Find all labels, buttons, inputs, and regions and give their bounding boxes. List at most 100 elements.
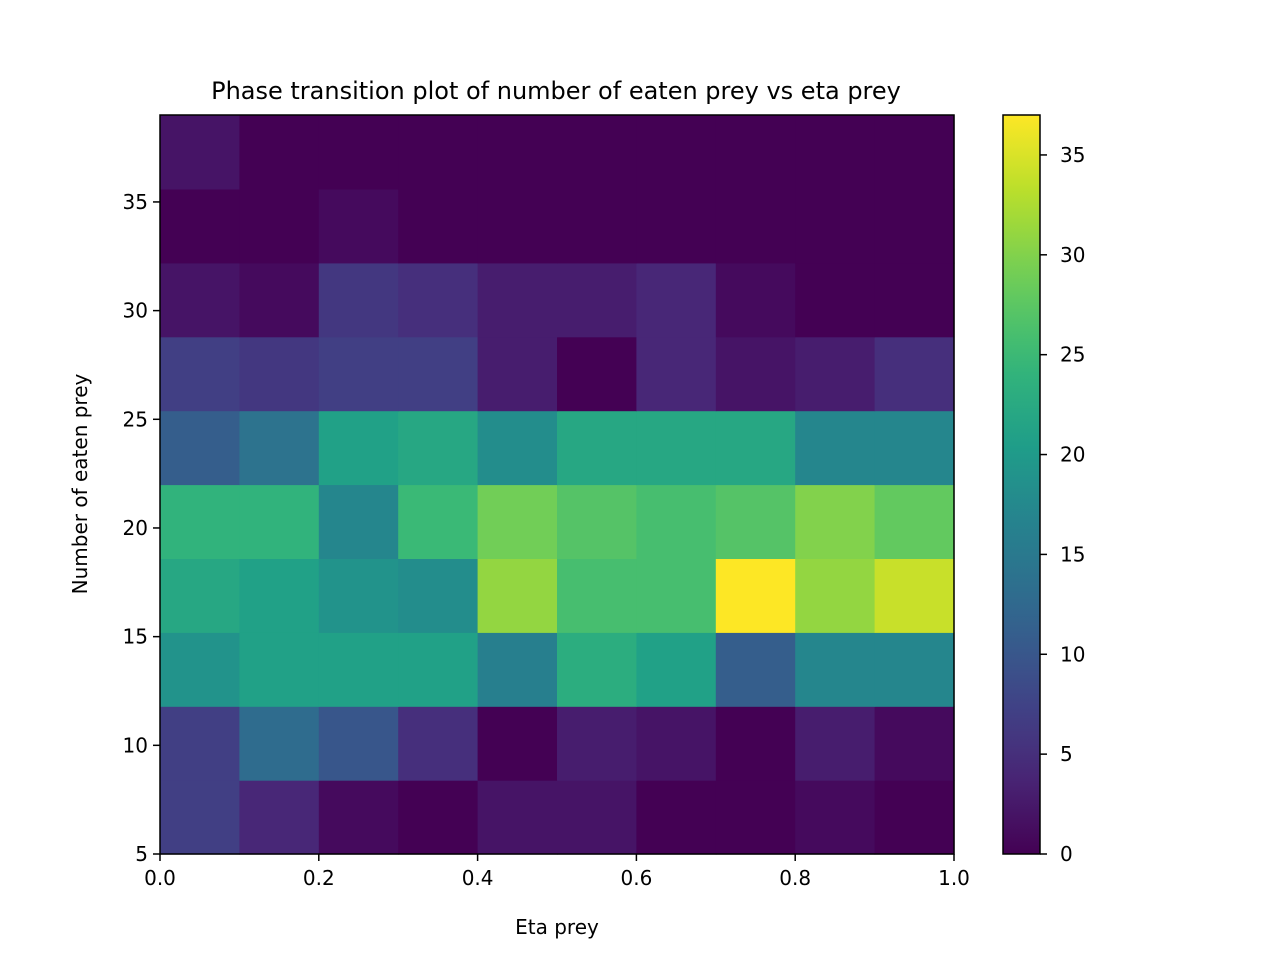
heatmap-cell xyxy=(557,484,637,559)
heatmap-cell xyxy=(318,410,399,486)
heatmap-cell xyxy=(557,410,637,486)
heatmap-cell xyxy=(477,336,558,412)
heatmap-cell xyxy=(398,410,479,486)
heatmap-cell xyxy=(795,632,876,707)
heatmap-cell xyxy=(557,262,637,338)
heatmap-cell xyxy=(557,632,637,707)
heatmap-cell xyxy=(715,706,796,781)
heatmap-cell xyxy=(874,115,955,190)
colorbar-ticks: 0 5 10 15 20 25 30 35 xyxy=(1040,143,1085,866)
heatmap-cell xyxy=(795,262,876,338)
heatmap-cell xyxy=(557,336,637,412)
colorbar-tick-label: 0 xyxy=(1060,842,1073,866)
heatmap-cell xyxy=(715,632,796,707)
heatmap-cell xyxy=(398,188,479,264)
heatmap-cell xyxy=(239,632,320,707)
heatmap-cell xyxy=(715,410,796,486)
heatmap-cell xyxy=(239,410,320,486)
heatmap-cell xyxy=(795,188,876,264)
heatmap-cell xyxy=(239,706,320,781)
heatmap-cell xyxy=(398,336,479,412)
y-tick-label: 10 xyxy=(123,733,148,757)
heatmap-cell xyxy=(318,780,399,855)
heatmap-cell xyxy=(874,780,955,855)
y-tick-label: 30 xyxy=(123,299,148,323)
heatmap-cell xyxy=(239,336,320,412)
heatmap-cell xyxy=(557,188,637,264)
heatmap-cell xyxy=(318,706,399,781)
x-tick-label: 0.8 xyxy=(779,866,811,890)
y-tick-label: 25 xyxy=(123,407,148,431)
x-tick-label: 0.2 xyxy=(303,866,335,890)
heatmap-cell xyxy=(874,410,955,486)
x-tick-label: 0.4 xyxy=(462,866,494,890)
heatmap-cell xyxy=(636,780,717,855)
heatmap-cell xyxy=(318,558,399,633)
y-tick-label: 15 xyxy=(123,625,148,649)
heatmap-cell xyxy=(318,115,399,190)
x-tick-label: 0.0 xyxy=(144,866,176,890)
heatmap-cell xyxy=(318,188,399,264)
heatmap-cell xyxy=(160,632,240,707)
heatmap-cell xyxy=(160,558,240,633)
plot-frame xyxy=(159,114,955,855)
heatmap-cell xyxy=(636,706,717,781)
heatmap-cell xyxy=(239,780,320,855)
heatmap-cell xyxy=(795,780,876,855)
colorbar-frame xyxy=(1002,114,1041,855)
heatmap-cell xyxy=(874,484,955,559)
heatmap-cell xyxy=(398,632,479,707)
heatmap-cell xyxy=(557,706,637,781)
y-axis-ticks: 5 10 15 20 25 30 35 xyxy=(123,190,160,866)
heatmap-cell xyxy=(239,484,320,559)
heatmap-cell xyxy=(636,262,717,338)
heatmap-cell xyxy=(557,115,637,190)
heatmap-cell xyxy=(239,262,320,338)
heatmap-cell xyxy=(477,484,558,559)
heatmap-cell xyxy=(715,780,796,855)
heatmap-cell xyxy=(477,188,558,264)
heatmap-cell xyxy=(477,706,558,781)
y-tick-label: 5 xyxy=(135,842,148,866)
heatmap-cell xyxy=(318,262,399,338)
colorbar-tick-label: 35 xyxy=(1060,143,1085,167)
heatmap-cell xyxy=(636,632,717,707)
heatmap-cell xyxy=(239,188,320,264)
heatmap-cell xyxy=(795,558,876,633)
heatmap-cell xyxy=(874,632,955,707)
heatmap-cell xyxy=(477,558,558,633)
heatmap-cell xyxy=(398,780,479,855)
x-axis-label: Eta prey xyxy=(515,915,599,939)
heatmap-cell xyxy=(636,558,717,633)
heatmap-cell xyxy=(160,188,240,264)
colorbar-tick-label: 5 xyxy=(1060,742,1073,766)
x-axis-ticks: 0.0 0.2 0.4 0.6 0.8 1.0 xyxy=(144,854,970,890)
heatmap-cell xyxy=(477,632,558,707)
heatmap-cell xyxy=(398,558,479,633)
heatmap-cell xyxy=(795,484,876,559)
colorbar xyxy=(1003,115,1040,854)
heatmap-cell xyxy=(715,262,796,338)
heatmap-cell xyxy=(636,115,717,190)
heatmap-cell xyxy=(239,115,320,190)
heatmap-cell xyxy=(874,706,955,781)
heatmap-cell xyxy=(874,188,955,264)
y-tick-label: 35 xyxy=(123,190,148,214)
heatmap-cell xyxy=(636,188,717,264)
heatmap-cell xyxy=(557,780,637,855)
heatmap-cell xyxy=(715,115,796,190)
heatmap-cell xyxy=(636,484,717,559)
heatmap-cell xyxy=(795,336,876,412)
heatmap-cell xyxy=(477,262,558,338)
heatmap-cell xyxy=(874,558,955,633)
heatmap-cell xyxy=(715,188,796,264)
heatmap-cell xyxy=(557,558,637,633)
heatmap-cell xyxy=(160,336,240,412)
chart-title: Phase transition plot of number of eaten… xyxy=(211,77,901,105)
heatmap-cell xyxy=(318,484,399,559)
heatmap-cell xyxy=(477,780,558,855)
heatmap-cell xyxy=(160,262,240,338)
y-tick-label: 20 xyxy=(123,516,148,540)
heatmap-cell xyxy=(715,558,796,633)
